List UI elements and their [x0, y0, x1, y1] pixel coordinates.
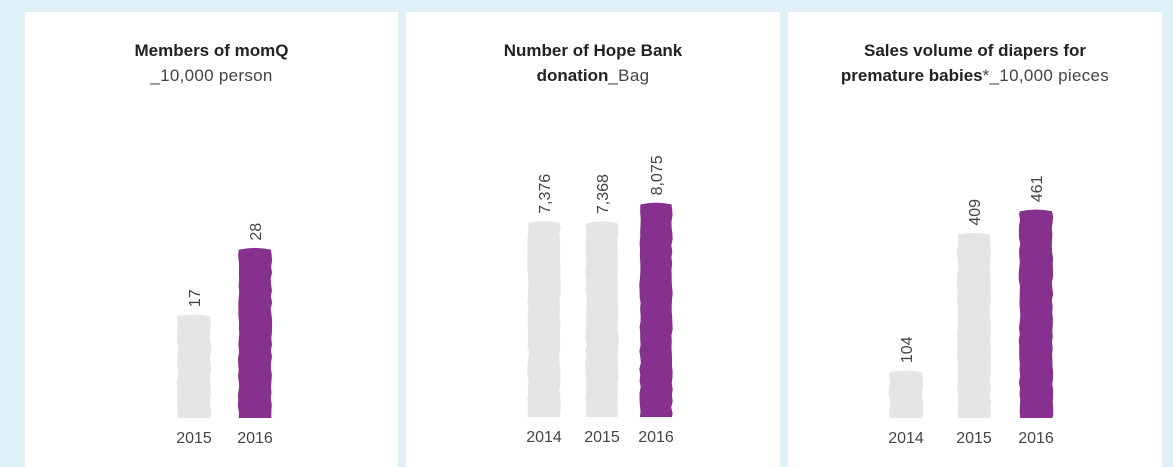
x-tick-label: 2015: [176, 430, 212, 447]
bar-value-label: 7,368: [595, 174, 612, 214]
bar-2016: [1018, 209, 1054, 418]
chart-title: Sales volume of diapers for premature ba…: [788, 38, 1162, 88]
bar-chart-diaper-sales: 104 2014 409 2015 461 2016: [888, 175, 1054, 447]
x-tick-label: 2016: [1018, 430, 1054, 447]
chart-title: Members of momQ _10,000 person: [25, 38, 398, 88]
x-tick-label: 2014: [888, 430, 924, 447]
chart-unit: _10,000 person: [150, 66, 273, 85]
x-tick-label: 2015: [956, 430, 992, 447]
chart-title-line1: Number of Hope Bank: [503, 41, 683, 60]
x-tick-label: 2014: [526, 429, 562, 446]
bar-value-label: 461: [1029, 175, 1046, 202]
chart-title-line2: premature babies: [840, 66, 983, 85]
x-tick-label: 2015: [584, 429, 620, 446]
bar-value-label: 409: [967, 199, 984, 226]
bar-2015: [585, 221, 619, 417]
bar-value-label: 8,075: [649, 155, 666, 195]
bar-chart-momq-members: 17 2015 28 2016: [176, 223, 273, 447]
bar-value-label: 28: [248, 223, 265, 241]
x-tick-label: 2016: [237, 430, 273, 447]
chart-title-line1: Sales volume of diapers for: [863, 41, 1086, 60]
chart-panel-hope-bank-donation: Number of Hope Bank donation_Bag 7,376 20…: [406, 12, 780, 467]
chart-title: Number of Hope Bank donation_Bag: [406, 38, 780, 88]
bar-value-label: 104: [899, 336, 916, 363]
chart-panel-momq-members: Members of momQ _10,000 person 17 2015 28 2…: [25, 12, 398, 467]
bar-2015: [956, 232, 992, 418]
x-tick-label: 2016: [638, 429, 674, 446]
bar-2016: [237, 247, 273, 418]
bar-value-label: 17: [187, 289, 204, 307]
chart-panel-diaper-sales: Sales volume of diapers for premature ba…: [788, 12, 1162, 467]
bar-2014: [527, 221, 561, 417]
bar-2016: [639, 202, 673, 417]
bar-chart-hope-bank-donation: 7,376 2014 7,368 2015 8,075 2016: [526, 155, 674, 446]
chart-unit: _Bag: [608, 66, 650, 85]
chart-unit: *_10,000 pieces: [982, 66, 1110, 85]
bar-2014: [888, 370, 924, 418]
chart-title-line2: donation: [536, 66, 609, 85]
chart-title-text: Members of momQ: [134, 41, 289, 60]
bar-value-label: 7,376: [537, 174, 554, 214]
bar-2015: [176, 314, 212, 418]
